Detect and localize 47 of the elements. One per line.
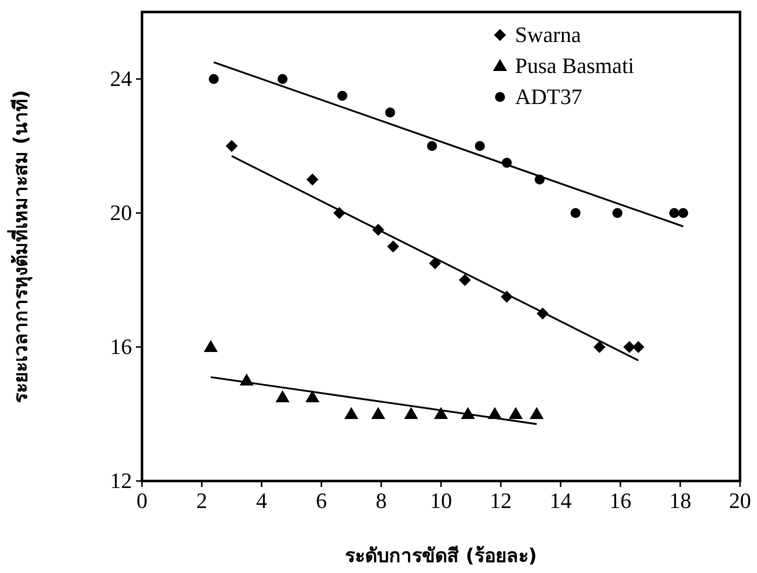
- point: [508, 407, 523, 419]
- point: [570, 208, 581, 218]
- x-tick-label: 12: [490, 488, 512, 513]
- point: [371, 407, 386, 419]
- point: [276, 390, 290, 402]
- y-axis-title: ระยะเวลาการหุงต้มที่เหมาะสม (นาที): [7, 90, 33, 403]
- point: [305, 390, 320, 402]
- x-tick-label: 6: [316, 488, 327, 513]
- point: [404, 407, 418, 419]
- point: [669, 208, 680, 218]
- point: [458, 274, 471, 286]
- point: [306, 174, 318, 186]
- point: [678, 208, 688, 218]
- point: [387, 240, 400, 252]
- point: [385, 108, 396, 118]
- point: [593, 341, 606, 353]
- point: [474, 141, 485, 151]
- point: [344, 407, 358, 419]
- point: [278, 74, 288, 84]
- x-tick-label: 14: [550, 488, 572, 513]
- point: [429, 257, 442, 270]
- y-tick-label: 20: [110, 200, 132, 225]
- x-tick-label: 2: [196, 488, 208, 513]
- x-tick-label: 4: [256, 488, 268, 513]
- point: [337, 90, 348, 101]
- point: [427, 141, 438, 151]
- legend-label: Swarna: [515, 22, 582, 47]
- legend-label: ADT37: [515, 84, 582, 109]
- point: [632, 341, 644, 353]
- x-tick-label: 16: [609, 488, 632, 513]
- x-tick-label: 0: [136, 488, 148, 513]
- point: [530, 407, 544, 419]
- x-tick-label: 8: [376, 488, 387, 513]
- point: [612, 208, 622, 218]
- x-tick-label: 20: [729, 488, 751, 513]
- point: [208, 74, 219, 84]
- x-axis-title: ระดับการขัดสี (ร้อยละ): [345, 545, 537, 567]
- point: [204, 340, 218, 352]
- legend-label: Pusa Basmati: [515, 53, 634, 78]
- x-tick-label: 18: [669, 488, 692, 513]
- y-tick-label: 16: [110, 334, 132, 359]
- point: [226, 140, 238, 152]
- x-tick-label: 10: [430, 488, 452, 513]
- y-tick-label: 12: [110, 468, 132, 493]
- y-tick-label: 24: [110, 66, 132, 91]
- point: [434, 407, 448, 419]
- point: [623, 341, 636, 353]
